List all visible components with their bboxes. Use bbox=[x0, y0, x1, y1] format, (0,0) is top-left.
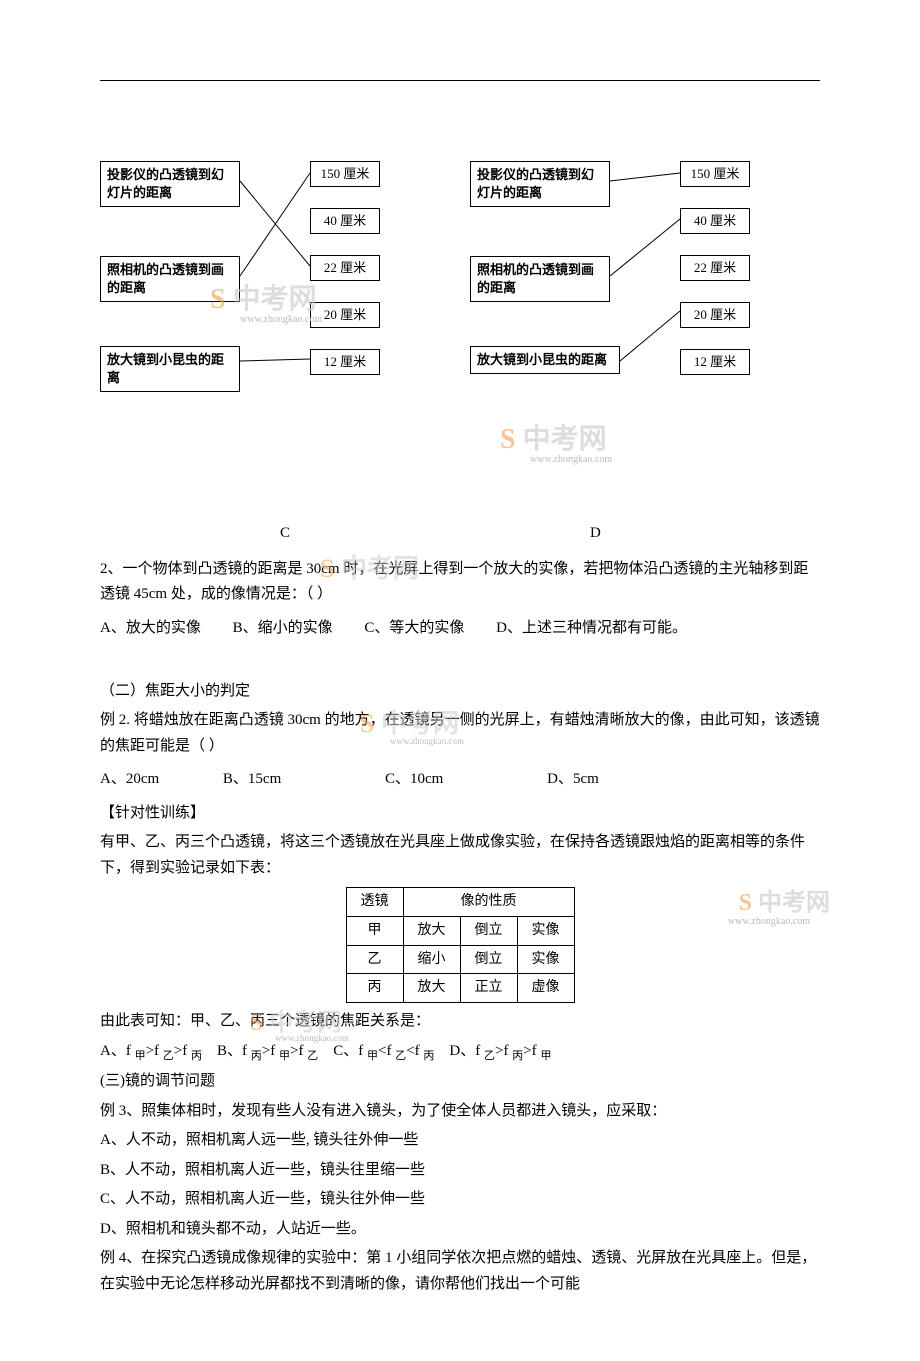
box-40cm-d: 40 厘米 bbox=[680, 208, 750, 234]
training-options: A、f 甲>f 乙>f 丙 B、f 丙>f 甲>f 乙 C、f 甲<f 乙<f … bbox=[100, 1039, 820, 1066]
ex2-opt-c: C、10cm bbox=[385, 767, 443, 793]
box-22cm: 22 厘米 bbox=[310, 255, 380, 281]
box-projector: 投影仪的凸透镜到幻灯片的距离 bbox=[100, 161, 240, 207]
ex3-opt-b: B、人不动，照相机离人近一些，镜头往里缩一些 bbox=[100, 1158, 820, 1184]
table-row: 丙 放大 正立 虚像 bbox=[346, 974, 574, 1003]
watermark-mid-url: www.zhongkao.com bbox=[530, 451, 612, 468]
q2-opt-b: B、缩小的实像 bbox=[233, 616, 333, 642]
question-2-options: A、放大的实像 B、缩小的实像 C、等大的实像 D、上述三种情况都有可能。 bbox=[100, 616, 820, 642]
watermark-table-url: www.zhongkao.com bbox=[728, 913, 810, 930]
watermark-train2-url: www.zhongkao.com bbox=[275, 1031, 349, 1046]
box-camera: 照相机的凸透镜到画的距离 bbox=[100, 256, 240, 302]
ex2-opt-a: A、20cm bbox=[100, 767, 159, 793]
ex2-opt-d: D、5cm bbox=[547, 767, 599, 793]
box-40cm: 40 厘米 bbox=[310, 208, 380, 234]
section-3-title: (三)镜的调节问题 bbox=[100, 1069, 820, 1095]
q2-opt-c: C、等大的实像 bbox=[364, 616, 464, 642]
ex3-opt-d: D、照相机和镜头都不动，人站近一些。 bbox=[100, 1217, 820, 1243]
watermark-c-url: www.zhongkao.com bbox=[240, 311, 322, 328]
watermark-ex2-url: www.zhongkao.com bbox=[390, 734, 464, 749]
ex3-opt-a: A、人不动，照相机离人远一些, 镜头往外伸一些 bbox=[100, 1128, 820, 1154]
letter-d: D bbox=[590, 521, 601, 547]
box-camera-d: 照相机的凸透镜到画的距离 bbox=[470, 256, 610, 302]
table-header-row: 透镜 像的性质 bbox=[346, 888, 574, 917]
example-3: 例 3、照集体相时，发现有些人没有进入镜头，为了使全体人员都进入镜头，应采取： bbox=[100, 1099, 820, 1125]
train-opt-d: D、f 乙>f 丙>f 甲 bbox=[449, 1043, 551, 1059]
train-opt-a: A、f 甲>f 乙>f 丙 bbox=[100, 1043, 202, 1059]
page-top-rule bbox=[100, 80, 820, 81]
box-magnifier-d: 放大镜到小昆虫的距离 bbox=[470, 346, 620, 374]
ex2-opt-b: B、15cm bbox=[223, 767, 281, 793]
diagram-letter-row: C D bbox=[100, 521, 820, 547]
training-body2: 由此表可知：甲、乙、丙三个透镜的焦距关系是： bbox=[100, 1009, 820, 1035]
box-20cm-d: 20 厘米 bbox=[680, 302, 750, 328]
th-lens: 透镜 bbox=[346, 888, 403, 917]
ex3-opt-c: C、人不动，照相机离人近一些，镜头往外伸一些 bbox=[100, 1187, 820, 1213]
q2-opt-a: A、放大的实像 bbox=[100, 616, 201, 642]
training-title: 【针对性训练】 bbox=[100, 801, 820, 827]
box-150cm: 150 厘米 bbox=[310, 161, 380, 187]
watermark-q2: S 中考网 bbox=[320, 547, 419, 591]
box-22cm-d: 22 厘米 bbox=[680, 255, 750, 281]
diagram-row: 投影仪的凸透镜到幻灯片的距离 照相机的凸透镜到画的距离 放大镜到小昆虫的距离 1… bbox=[100, 161, 820, 411]
box-magnifier: 放大镜到小昆虫的距离 bbox=[100, 346, 240, 392]
box-projector-d: 投影仪的凸透镜到幻灯片的距离 bbox=[470, 161, 610, 207]
table-row: 乙 缩小 倒立 实像 bbox=[346, 945, 574, 974]
table-row: 甲 放大 倒立 实像 bbox=[346, 916, 574, 945]
example-2-options: A、20cm B、15cm C、10cm D、5cm bbox=[100, 767, 820, 793]
example-4: 例 4、在探究凸透镜成像规律的实验中：第 1 小组同学依次把点燃的蜡烛、透镜、光… bbox=[100, 1246, 820, 1297]
lens-table: 透镜 像的性质 甲 放大 倒立 实像 乙 缩小 倒立 实像 丙 放大 正立 虚像 bbox=[346, 887, 575, 1003]
box-12cm: 12 厘米 bbox=[310, 349, 380, 375]
box-12cm-d: 12 厘米 bbox=[680, 349, 750, 375]
diagram-option-d: 投影仪的凸透镜到幻灯片的距离 照相机的凸透镜到画的距离 放大镜到小昆虫的距离 1… bbox=[470, 161, 810, 411]
diagram-option-c: 投影仪的凸透镜到幻灯片的距离 照相机的凸透镜到画的距离 放大镜到小昆虫的距离 1… bbox=[100, 161, 440, 411]
training-body1: 有甲、乙、丙三个凸透镜，将这三个透镜放在光具座上做成像实验，在保持各透镜跟烛焰的… bbox=[100, 830, 820, 881]
question-2: 2、一个物体到凸透镜的距离是 30cm 时，在光屏上得到一个放大的实像，若把物体… bbox=[100, 557, 820, 608]
letter-c: C bbox=[280, 521, 290, 547]
section-2-title: （二）焦距大小的判定 bbox=[100, 679, 820, 705]
q2-opt-d: D、上述三种情况都有可能。 bbox=[496, 616, 687, 642]
th-image-nature: 像的性质 bbox=[403, 888, 574, 917]
box-150cm-d: 150 厘米 bbox=[680, 161, 750, 187]
